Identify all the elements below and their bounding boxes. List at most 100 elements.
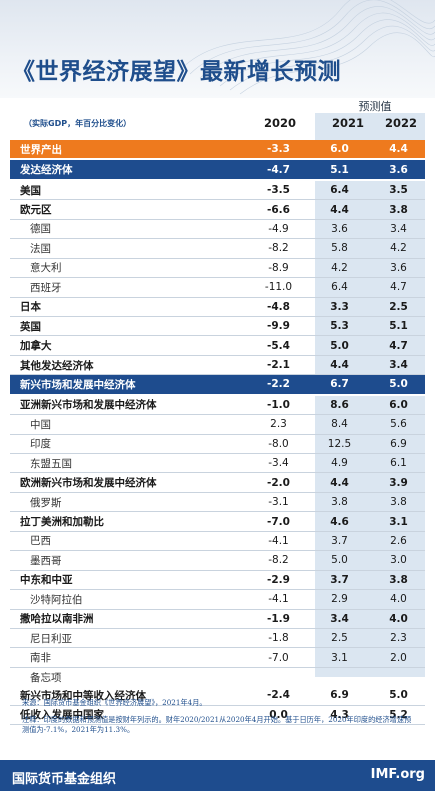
table-body: 世界产出 -3.3 6.0 4.4 发达经济体 -4.7 5.1 3.6 美国 -3.5 6.4 3.… bbox=[10, 140, 425, 726]
value-2022: 3.4 bbox=[372, 219, 425, 240]
value-2022: 5.0 bbox=[372, 686, 425, 706]
table-row: 发达经济体 -4.7 5.1 3.6 bbox=[10, 159, 425, 181]
table-row: 撒哈拉以南非洲 -1.9 3.4 4.0 bbox=[10, 609, 425, 629]
value-2021: 3.7 bbox=[307, 531, 372, 552]
row-label: 低收入发展中国家 bbox=[10, 705, 250, 726]
value-2021: 6.4 bbox=[307, 277, 372, 298]
value-2022: 3.6 bbox=[372, 159, 425, 181]
table-row: 亚洲新兴市场和发展中经济体 -1.0 8.6 6.0 bbox=[10, 394, 425, 416]
value-2022: 4.2 bbox=[372, 238, 425, 259]
row-label: 巴西 bbox=[10, 531, 250, 552]
table-row: 美国 -3.5 6.4 3.5 bbox=[10, 179, 425, 201]
value-2020: -3.3 bbox=[250, 140, 307, 161]
value-2021: 3.3 bbox=[307, 297, 372, 317]
value-2020: -5.4 bbox=[250, 335, 307, 356]
row-label: 墨西哥 bbox=[10, 550, 250, 571]
table-row: 英国 -9.9 5.3 5.1 bbox=[10, 316, 425, 337]
row-label: 拉丁美洲和加勒比 bbox=[10, 511, 250, 532]
row-label: 西班牙 bbox=[10, 277, 250, 298]
footnote: 注释：印度的数据和预测值是按财年列示的。财年2020/2021从2020年4月开… bbox=[22, 715, 412, 734]
website-link[interactable]: IMF.org bbox=[370, 767, 425, 782]
row-label: 美国 bbox=[10, 179, 250, 201]
value-2022: 4.4 bbox=[372, 140, 425, 161]
value-2022 bbox=[372, 667, 425, 686]
value-2020: 0.0 bbox=[250, 705, 307, 726]
value-2021: 3.6 bbox=[307, 219, 372, 240]
value-2021: 5.0 bbox=[307, 335, 372, 356]
table-row: 印度 -8.0 12.5 6.9 bbox=[10, 434, 425, 455]
value-2020: -2.0 bbox=[250, 472, 307, 493]
value-2020: -8.0 bbox=[250, 434, 307, 455]
table-row: 东盟五国 -3.4 4.9 6.1 bbox=[10, 453, 425, 474]
table-row: 意大利 -8.9 4.2 3.6 bbox=[10, 258, 425, 279]
table-row: 其他发达经济体 -2.1 4.4 3.4 bbox=[10, 355, 425, 376]
value-2021: 5.3 bbox=[307, 316, 372, 337]
value-2020: -4.8 bbox=[250, 297, 307, 317]
row-label: 加拿大 bbox=[10, 335, 250, 356]
table-row: 墨西哥 -8.2 5.0 3.0 bbox=[10, 550, 425, 571]
table-row: 中东和中亚 -2.9 3.7 3.8 bbox=[10, 570, 425, 591]
value-2020: -3.4 bbox=[250, 453, 307, 474]
value-2020: 2.3 bbox=[250, 414, 307, 435]
row-label: 中国 bbox=[10, 414, 250, 435]
value-2022: 3.8 bbox=[372, 492, 425, 513]
value-2022: 4.7 bbox=[372, 335, 425, 356]
table-row: 拉丁美洲和加勒比 -7.0 4.6 3.1 bbox=[10, 511, 425, 532]
row-label: 撒哈拉以南非洲 bbox=[10, 609, 250, 629]
table-row: 尼日利亚 -1.8 2.5 2.3 bbox=[10, 628, 425, 649]
column-header-2021: 2021 bbox=[331, 116, 364, 130]
table-row: 低收入发展中国家 0.0 4.3 5.2 bbox=[10, 705, 425, 726]
value-2021: 4.3 bbox=[307, 705, 372, 726]
value-2020: -8.9 bbox=[250, 258, 307, 279]
value-2022: 3.9 bbox=[372, 472, 425, 493]
value-2020: -3.5 bbox=[250, 179, 307, 201]
value-2021: 5.0 bbox=[307, 550, 372, 571]
table-row: 沙特阿拉伯 -4.1 2.9 4.0 bbox=[10, 589, 425, 610]
value-2020 bbox=[250, 667, 307, 686]
table-row: 欧元区 -6.6 4.4 3.8 bbox=[10, 199, 425, 220]
value-2020: -2.9 bbox=[250, 570, 307, 591]
value-2021: 3.4 bbox=[307, 609, 372, 629]
table-row: 西班牙 -11.0 6.4 4.7 bbox=[10, 277, 425, 298]
value-2020: -2.2 bbox=[250, 374, 307, 396]
value-2021: 4.4 bbox=[307, 472, 372, 493]
value-2021: 6.9 bbox=[307, 686, 372, 706]
value-2022: 6.1 bbox=[372, 453, 425, 474]
value-2022: 3.8 bbox=[372, 570, 425, 591]
value-2022: 2.5 bbox=[372, 297, 425, 317]
table-subtitle: （实际GDP，年百分比变化） bbox=[24, 119, 132, 128]
table-row: 巴西 -4.1 3.7 2.6 bbox=[10, 531, 425, 552]
row-label: 欧洲新兴市场和发展中经济体 bbox=[10, 472, 250, 493]
value-2022: 3.1 bbox=[372, 511, 425, 532]
row-label: 新兴市场和发展中经济体 bbox=[10, 374, 250, 396]
value-2021: 3.1 bbox=[307, 647, 372, 668]
row-label: 其他发达经济体 bbox=[10, 355, 250, 376]
value-2022: 4.7 bbox=[372, 277, 425, 298]
value-2022: 2.3 bbox=[372, 628, 425, 649]
value-2022: 4.0 bbox=[372, 609, 425, 629]
value-2020: -4.7 bbox=[250, 159, 307, 181]
value-2022: 3.6 bbox=[372, 258, 425, 279]
row-label: 英国 bbox=[10, 316, 250, 337]
value-2021: 3.7 bbox=[307, 570, 372, 591]
row-label: 沙特阿拉伯 bbox=[10, 589, 250, 610]
value-2020: -1.8 bbox=[250, 628, 307, 649]
table-row: 俄罗斯 -3.1 3.8 3.8 bbox=[10, 492, 425, 513]
wave-background-graphic bbox=[179, 0, 435, 95]
row-label: 亚洲新兴市场和发展中经济体 bbox=[10, 394, 250, 416]
value-2020: -6.6 bbox=[250, 199, 307, 220]
row-label: 东盟五国 bbox=[10, 453, 250, 474]
value-2021: 4.4 bbox=[307, 199, 372, 220]
table-row: 日本 -4.8 3.3 2.5 bbox=[10, 297, 425, 317]
value-2022: 5.1 bbox=[372, 316, 425, 337]
value-2022: 5.6 bbox=[372, 414, 425, 435]
table-row: 加拿大 -5.4 5.0 4.7 bbox=[10, 335, 425, 356]
value-2022: 3.8 bbox=[372, 199, 425, 220]
value-2020: -4.9 bbox=[250, 219, 307, 240]
value-2020: -8.2 bbox=[250, 550, 307, 571]
value-2021: 8.6 bbox=[307, 394, 372, 416]
value-2022: 5.0 bbox=[372, 374, 425, 396]
row-label: 备忘项 bbox=[30, 671, 62, 684]
value-2021: 5.1 bbox=[307, 159, 372, 181]
table-row: 欧洲新兴市场和发展中经济体 -2.0 4.4 3.9 bbox=[10, 472, 425, 493]
